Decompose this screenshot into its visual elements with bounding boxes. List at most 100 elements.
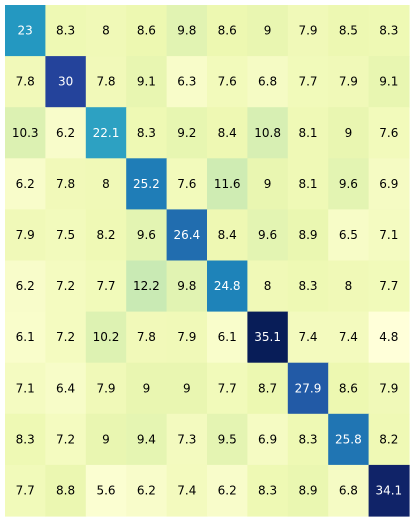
heatmap-cell-r5-c2 <box>85 260 127 313</box>
heatmap-cell-label-r4-c0: 7.9 <box>16 228 35 242</box>
heatmap-cell-r1-c5 <box>207 56 248 108</box>
heatmap-cell-label-r8-c5: 9.5 <box>218 432 237 446</box>
heatmap-cell-r2-c1 <box>45 107 87 159</box>
heatmap-cell-r4-c7 <box>287 209 329 262</box>
heatmap-cell-label-r1-c5: 7.6 <box>218 75 237 89</box>
heatmap-cell-label-r2-c4: 9.2 <box>177 126 196 140</box>
heatmap-cell-label-r4-c8: 6.5 <box>339 228 358 242</box>
heatmap-cell-r1-c7 <box>287 56 329 108</box>
heatmap-cell-label-r9-c9: 34.1 <box>375 483 402 497</box>
heatmap-cell-r3-c5 <box>207 158 248 210</box>
heatmap-cell-r7-c7 <box>287 362 329 415</box>
heatmap-cell-label-r4-c7: 8.9 <box>298 228 317 242</box>
heatmap-cell-r9-c2 <box>85 464 127 517</box>
heatmap-cell-r7-c0 <box>5 362 46 415</box>
heatmap-cell-label-r1-c7: 7.7 <box>298 75 317 89</box>
heatmap-cell-label-r6-c9: 4.8 <box>379 330 398 344</box>
heatmap-cell-label-r2-c2: 22.1 <box>93 126 120 140</box>
heatmap-cell-label-r5-c3: 12.2 <box>133 279 160 293</box>
heatmap-cell-r5-c0 <box>5 260 46 313</box>
heatmap-cell-r3-c1 <box>45 158 87 210</box>
heatmap-cell-r0-c3 <box>126 5 168 57</box>
heatmap-cell-r9-c6 <box>247 464 289 517</box>
heatmap-cell-r8-c5 <box>207 413 248 466</box>
heatmap-cell-r1-c2 <box>85 56 127 108</box>
heatmap-cell-label-r0-c6: 9 <box>264 24 272 38</box>
heatmap-cell-r5-c4 <box>166 260 208 313</box>
heatmap-cell-r6-c8 <box>328 311 370 364</box>
heatmap-cell-r2-c7 <box>287 107 329 159</box>
heatmap-cell-label-r3-c2: 8 <box>102 177 110 191</box>
heatmap-cell-r2-c0 <box>5 107 46 159</box>
heatmap-cell-r7-c5 <box>207 362 248 415</box>
heatmap-cell-label-r8-c4: 7.3 <box>177 432 196 446</box>
heatmap-cell-r4-c1 <box>45 209 87 262</box>
heatmap-cell-label-r6-c2: 10.2 <box>93 330 120 344</box>
heatmap-cell-r3-c9 <box>368 158 410 210</box>
heatmap-cell-r1-c6 <box>247 56 289 108</box>
heatmap-cell-label-r9-c2: 5.6 <box>96 483 115 497</box>
heatmap-cell-label-r6-c4: 7.9 <box>177 330 196 344</box>
heatmap-cell-r5-c3 <box>126 260 168 313</box>
heatmap-cell-label-r7-c3: 9 <box>143 381 151 395</box>
heatmap-cell-label-r1-c6: 6.8 <box>258 75 277 89</box>
heatmap-cell-r2-c8 <box>328 107 370 159</box>
heatmap-cell-label-r2-c5: 8.4 <box>218 126 237 140</box>
heatmap-cell-r9-c0 <box>5 464 46 517</box>
heatmap-cell-r6-c4 <box>166 311 208 364</box>
heatmap-cell-r8-c6 <box>247 413 289 466</box>
heatmap-cell-label-r3-c4: 7.6 <box>177 177 196 191</box>
heatmap-cell-r3-c7 <box>287 158 329 210</box>
heatmap-cell-r4-c5 <box>207 209 248 262</box>
heatmap-cell-label-r2-c0: 10.3 <box>12 126 39 140</box>
heatmap-cell-label-r5-c7: 8.3 <box>298 279 317 293</box>
heatmap-cell-r8-c4 <box>166 413 208 466</box>
heatmap-cell-label-r7-c6: 8.7 <box>258 381 277 395</box>
heatmap-cell-label-r1-c2: 7.8 <box>96 75 115 89</box>
heatmap-cell-label-r9-c3: 6.2 <box>137 483 156 497</box>
heatmap-cell-r7-c3 <box>126 362 168 415</box>
heatmap-cell-r2-c2 <box>85 107 127 159</box>
heatmap-cell-r5-c6 <box>247 260 289 313</box>
heatmap-cell-r7-c4 <box>166 362 208 415</box>
heatmap-cell-r1-c3 <box>126 56 168 108</box>
heatmap-cell-label-r0-c2: 8 <box>102 24 110 38</box>
heatmap-cell-label-r5-c5: 24.8 <box>214 279 241 293</box>
heatmap-cell-label-r1-c1: 30 <box>58 75 73 89</box>
heatmap-cell-label-r2-c3: 8.3 <box>137 126 156 140</box>
heatmap-cell-label-r6-c6: 35.1 <box>254 330 281 344</box>
heatmap-cell-label-r9-c5: 6.2 <box>218 483 237 497</box>
heatmap-cell-label-r6-c3: 7.8 <box>137 330 156 344</box>
heatmap-cell-r0-c9 <box>368 5 410 57</box>
heatmap-cell-r2-c3 <box>126 107 168 159</box>
heatmap-cell-label-r7-c5: 7.7 <box>218 381 237 395</box>
heatmap-cell-r7-c6 <box>247 362 289 415</box>
heatmap-cell-label-r4-c2: 8.2 <box>96 228 115 242</box>
heatmap-cell-r9-c5 <box>207 464 248 517</box>
heatmap-cell-label-r9-c0: 7.7 <box>16 483 35 497</box>
heatmap-cell-r8-c7 <box>287 413 329 466</box>
heatmap-cell-r5-c1 <box>45 260 87 313</box>
heatmap-cell-label-r7-c8: 8.6 <box>339 381 358 395</box>
heatmap-cell-r4-c0 <box>5 209 46 262</box>
heatmap-cell-r0-c4 <box>166 5 208 57</box>
heatmap-cell-label-r0-c9: 8.3 <box>379 24 398 38</box>
heatmap-cell-r4-c8 <box>328 209 370 262</box>
heatmap-cell-r8-c0 <box>5 413 46 466</box>
heatmap-cell-label-r0-c0: 23 <box>18 24 33 38</box>
heatmap-cell-r8-c9 <box>368 413 410 466</box>
heatmap-cell-label-r7-c4: 9 <box>183 381 191 395</box>
heatmap-cell-r8-c1 <box>45 413 87 466</box>
heatmap-cell-label-r5-c6: 8 <box>264 279 272 293</box>
heatmap-cell-r1-c8 <box>328 56 370 108</box>
heatmap-cell-label-r0-c3: 8.6 <box>137 24 156 38</box>
heatmap-cell-r8-c3 <box>126 413 168 466</box>
heatmap-cell-label-r2-c8: 9 <box>345 126 353 140</box>
heatmap-cell-r0-c2 <box>85 5 127 57</box>
heatmap-cell-r0-c5 <box>207 5 248 57</box>
heatmap-cell-label-r8-c2: 9 <box>102 432 110 446</box>
heatmap-cell-r0-c1 <box>45 5 87 57</box>
heatmap-cell-r9-c9 <box>368 464 410 517</box>
heatmap-cell-label-r0-c8: 8.5 <box>339 24 358 38</box>
heatmap-cell-label-r4-c1: 7.5 <box>56 228 75 242</box>
